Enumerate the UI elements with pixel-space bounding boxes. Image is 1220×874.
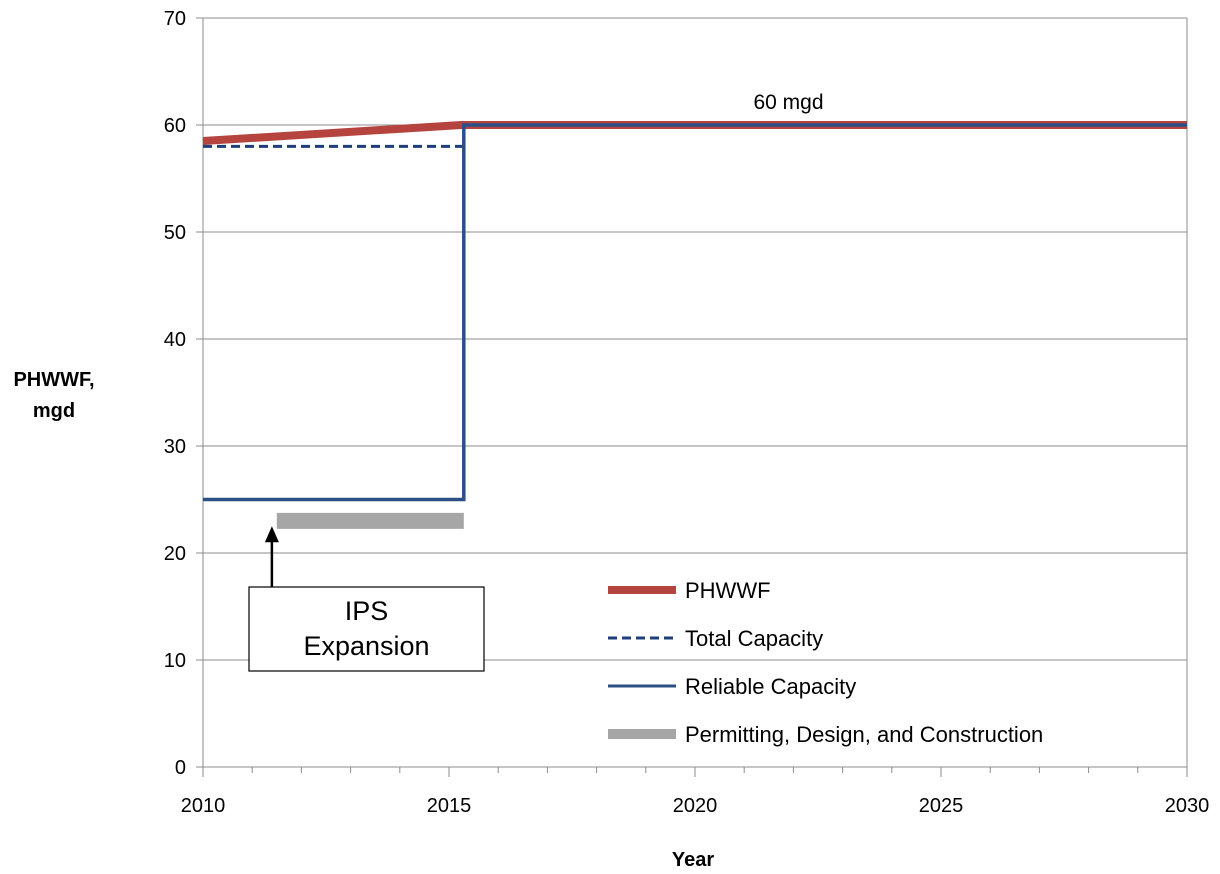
callout-layer: IPS Expansion xyxy=(248,526,485,672)
axes-layer xyxy=(196,17,1188,777)
y-tick-label: 30 xyxy=(164,436,186,458)
annotation-label: 60 mgd xyxy=(753,91,823,114)
x-tick-label: 2025 xyxy=(919,795,964,817)
legend-label-reliable-capacity: Reliable Capacity xyxy=(685,674,856,699)
series-line-phwwf xyxy=(202,121,1187,145)
legend-layer: PHWWF Total Capacity Reliable Capacity Perm… xyxy=(608,578,1043,747)
y-axis-title-line: PHWWF, xyxy=(13,369,94,391)
callout-arrowhead xyxy=(264,526,279,543)
callout-text-line: Expansion xyxy=(303,631,429,661)
callout-box xyxy=(248,586,485,672)
series-layer xyxy=(202,121,1187,529)
x-tick-label: 2015 xyxy=(427,795,472,817)
legend-label-phwwf: PHWWF xyxy=(685,578,771,603)
x-tick-label: 2010 xyxy=(181,795,226,817)
x-tick-label: 2020 xyxy=(673,795,718,817)
y-tick-label: 20 xyxy=(164,543,186,565)
callout-text-line: IPS xyxy=(345,596,389,626)
grid-layer xyxy=(203,17,1187,661)
y-tick-label: 0 xyxy=(175,757,186,779)
series-line-reliable-capacity xyxy=(203,123,1187,502)
y-tick-label: 10 xyxy=(164,650,186,672)
y-tick-label: 70 xyxy=(164,8,186,30)
legend-label-total-capacity: Total Capacity xyxy=(685,626,823,651)
y-tick-label: 60 xyxy=(164,115,186,137)
y-tick-label: 40 xyxy=(164,329,186,351)
x-tick-label: 2030 xyxy=(1165,795,1210,817)
x-axis-title: Year xyxy=(672,849,714,871)
legend-label-permitting-design-and-construction: Permitting, Design, and Construction xyxy=(685,722,1043,747)
y-axis-title-line: mgd xyxy=(33,400,75,422)
y-tick-label: 50 xyxy=(164,222,186,244)
